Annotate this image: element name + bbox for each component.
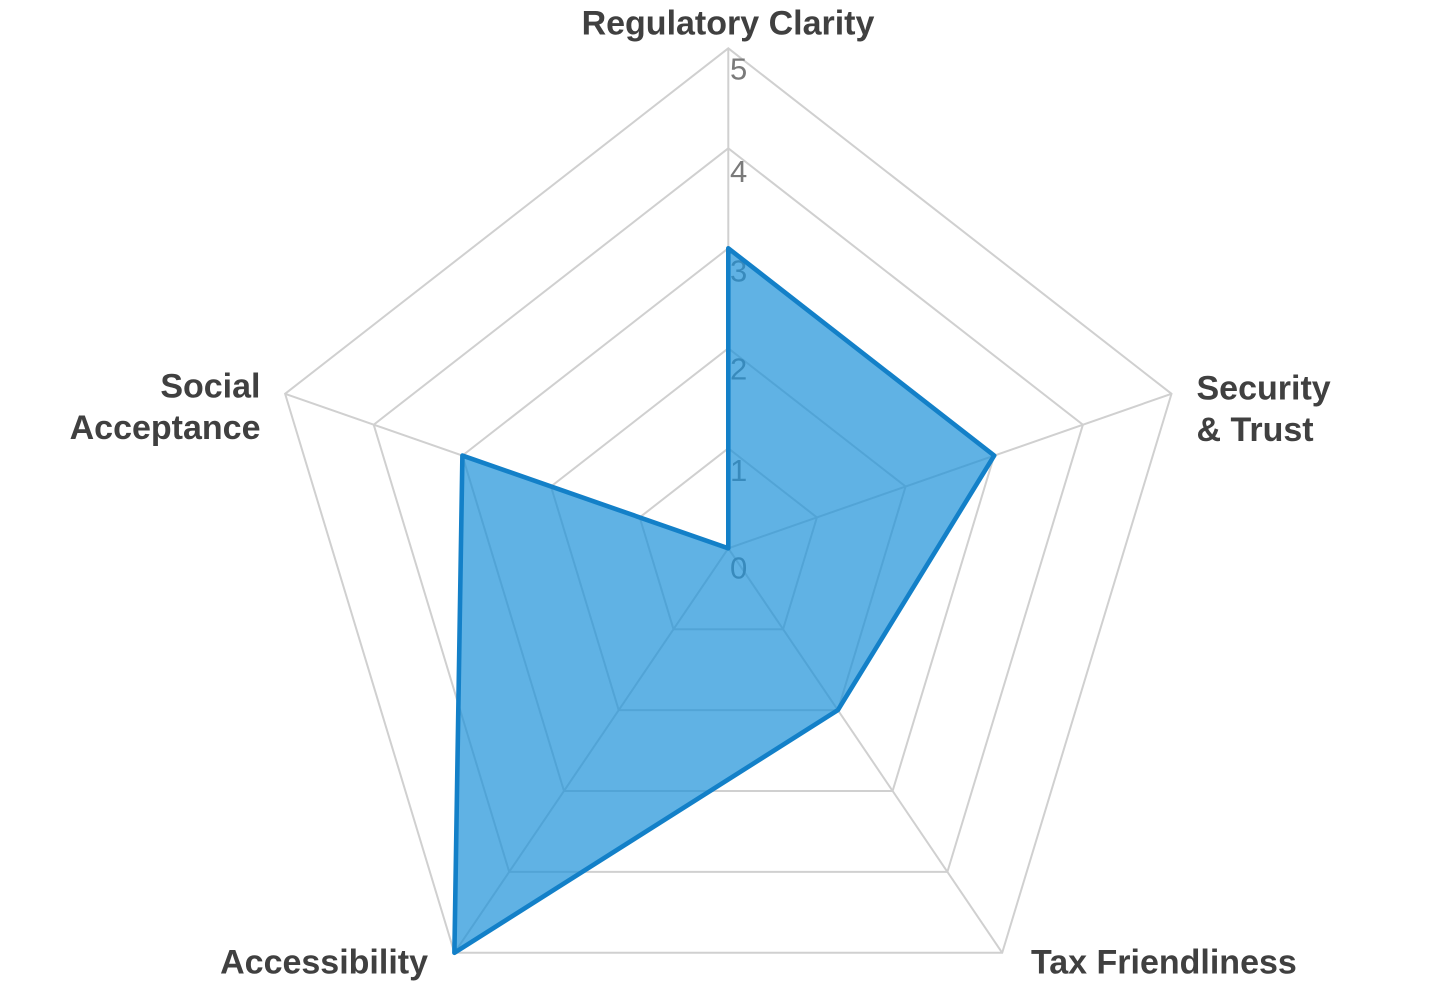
svg-text:Tax Friendliness: Tax Friendliness [1031,944,1297,982]
svg-text:Regulatory Clarity: Regulatory Clarity [582,5,875,43]
svg-text:Security: Security [1197,370,1331,408]
svg-text:Accessibility: Accessibility [220,944,428,982]
svg-text:Acceptance: Acceptance [70,409,261,447]
svg-text:& Trust: & Trust [1197,411,1314,449]
svg-text:5: 5 [730,52,747,87]
svg-text:4: 4 [730,154,747,189]
svg-text:Social: Social [160,368,260,406]
